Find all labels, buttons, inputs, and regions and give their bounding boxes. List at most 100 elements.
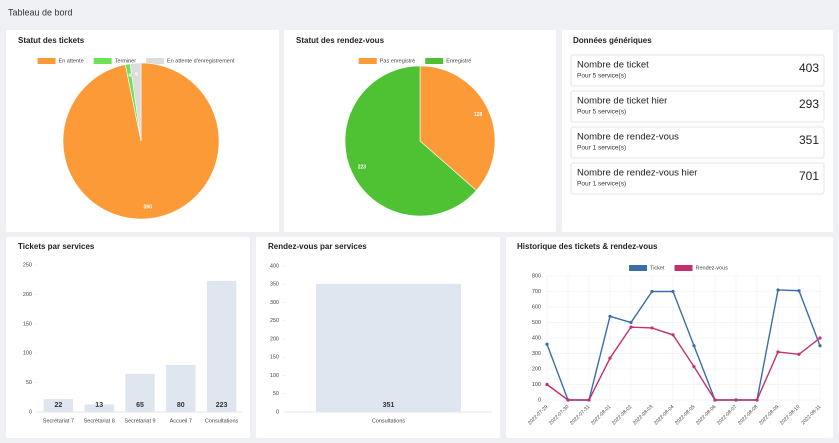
- line-point: [650, 326, 654, 330]
- line-point: [818, 336, 822, 340]
- legend-label: En attente d'enregistrement: [167, 58, 235, 64]
- x-tick-label: Consultations: [372, 418, 406, 424]
- line-point: [629, 325, 633, 329]
- y-tick-label: 300: [532, 351, 541, 357]
- x-tick-label: Accueil 7: [170, 418, 192, 424]
- line-point: [797, 289, 801, 293]
- x-tick-label: Secrétariat 8: [84, 418, 115, 424]
- y-tick-label: 600: [532, 304, 541, 310]
- panel-title: Tickets par services: [18, 242, 95, 251]
- bar-value-label: 80: [177, 402, 185, 409]
- card-sub: Pour 5 service(s): [577, 73, 626, 80]
- y-tick-label: 100: [270, 373, 279, 379]
- y-tick-label: 300: [270, 300, 279, 306]
- panel-title: Statut des rendez-vous: [296, 36, 385, 45]
- y-tick-label: 50: [273, 391, 279, 397]
- panel-title: Statut des tickets: [18, 36, 85, 45]
- bar-value-label: 223: [216, 402, 228, 409]
- panel-title: Rendez-vous par services: [268, 242, 367, 251]
- legend-label: Terminer: [115, 58, 137, 64]
- bar: [166, 364, 196, 412]
- y-tick-label: 200: [270, 336, 279, 342]
- legend: Ticket Rendez-vous: [629, 265, 728, 271]
- line-point: [608, 314, 612, 318]
- card: [570, 54, 825, 87]
- y-tick-label: 350: [270, 282, 279, 288]
- bar-value-label: 351: [383, 402, 395, 409]
- line-point: [755, 398, 759, 402]
- legend-label: En attente: [59, 58, 84, 64]
- bar: [84, 404, 114, 412]
- bar: [206, 280, 237, 412]
- legend-label: Rendez-vous: [696, 265, 729, 271]
- legend-label: Pas enregistré: [380, 58, 415, 64]
- legend: En attente Terminer En attente d'enregistr…: [37, 58, 235, 64]
- bar-value-label: 22: [55, 402, 63, 409]
- line-point: [713, 398, 717, 402]
- line-point: [608, 356, 612, 360]
- line-point: [545, 382, 549, 387]
- bar: [43, 399, 74, 412]
- pie-slice: [419, 65, 496, 191]
- y-tick-label: 250: [23, 262, 32, 268]
- card-value: 293: [799, 97, 819, 111]
- line-series: [546, 289, 821, 401]
- card-sub: Pour 5 service(s): [577, 109, 626, 116]
- legend-swatch: [425, 58, 444, 64]
- card: [570, 90, 825, 123]
- card-sub: Pour 1 service(s): [577, 181, 626, 188]
- line-point: [776, 288, 780, 292]
- y-tick-label: 0: [276, 409, 279, 415]
- y-tick-label: 150: [23, 321, 32, 327]
- y-tick-label: 0: [538, 397, 541, 403]
- y-tick-label: 150: [270, 355, 279, 361]
- line-point: [734, 398, 738, 402]
- panel-title: Historique des tickets & rendez-vous: [517, 242, 658, 251]
- line-point: [566, 398, 570, 402]
- line-series: [546, 326, 821, 401]
- card: [570, 126, 825, 159]
- y-tick-label: 200: [23, 292, 32, 298]
- line-point: [797, 352, 801, 356]
- panel-title: Données génériques: [573, 36, 652, 45]
- legend-swatch: [146, 58, 165, 64]
- bar: [316, 283, 461, 412]
- x-tick-label: Secrétariat 9: [124, 418, 155, 424]
- bar-value-label: 65: [136, 402, 144, 409]
- line-point: [587, 398, 591, 402]
- y-tick-label: 0: [29, 409, 32, 415]
- slice-label: 128: [474, 112, 483, 118]
- card-value: 701: [799, 169, 819, 183]
- y-tick-label: 200: [532, 366, 541, 372]
- legend-swatch: [629, 265, 648, 271]
- panel: [506, 237, 833, 438]
- pie-slice: [129, 62, 142, 142]
- legend-label: Enregistré: [446, 58, 471, 64]
- line-point: [671, 333, 675, 337]
- card-label: Nombre de rendez-vous hier: [577, 168, 697, 179]
- card-label: Nombre de rendez-vous: [577, 132, 679, 143]
- card-value: 351: [799, 133, 819, 147]
- slice-label: 4: [128, 73, 131, 79]
- x-tick-label: Secrétariat 7: [43, 418, 74, 424]
- slice-label: 390: [144, 204, 153, 210]
- y-tick-label: 250: [270, 318, 279, 324]
- legend-swatch: [37, 58, 56, 64]
- legend-label: Ticket: [650, 265, 665, 271]
- line-point: [629, 320, 633, 325]
- bar-value-label: 13: [95, 402, 103, 409]
- y-tick-label: 100: [23, 351, 32, 357]
- legend: Pas enregistré Enregistré: [358, 58, 471, 64]
- page-title: Tableau de bord: [8, 7, 73, 17]
- card-value: 403: [799, 61, 819, 75]
- y-tick-label: 50: [26, 380, 32, 386]
- card-label: Nombre de ticket: [577, 60, 649, 71]
- card-sub: Pour 1 service(s): [577, 145, 626, 152]
- slice-label: 9: [135, 72, 138, 78]
- legend-swatch: [93, 58, 112, 64]
- line-point: [671, 289, 675, 294]
- line-point: [545, 342, 549, 346]
- legend-swatch: [674, 265, 693, 271]
